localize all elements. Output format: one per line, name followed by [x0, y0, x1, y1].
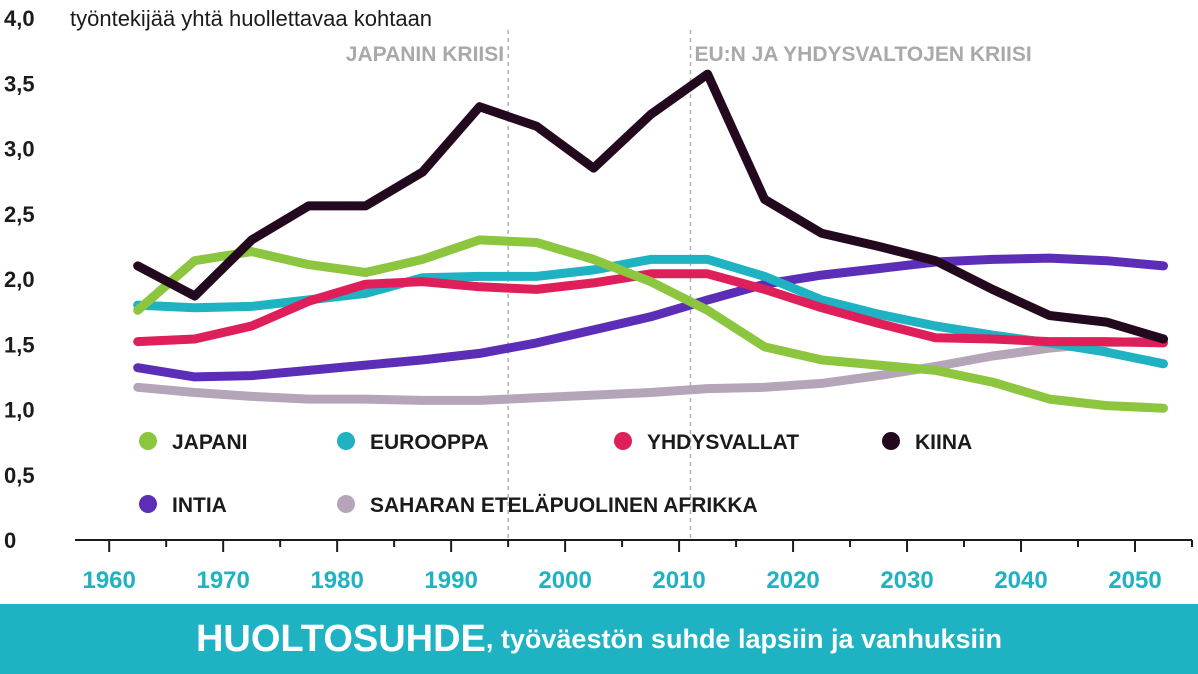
x-tick-label: 1960 [82, 567, 135, 594]
legend-marker [337, 495, 355, 513]
x-tick-label: 2010 [652, 567, 705, 594]
series-layer [133, 69, 1168, 413]
y-tick-label: 3,0 [4, 137, 35, 162]
series-line-yhdysvallat [133, 269, 1168, 348]
chart-subtitle: , työväestön suhde lapsiin ja vanhuksiin [485, 623, 1003, 654]
y-tick-label: 0,5 [4, 463, 35, 488]
legend: JAPANI EUROOPPA YHDYSVALLAT KIINA INTIA SAHAR… [139, 431, 972, 517]
legend-label: INTIA [172, 494, 227, 517]
x-tick-label: 1980 [310, 567, 363, 594]
axes [75, 539, 1193, 552]
series-line-kiina [133, 69, 1168, 344]
legend-marker [614, 432, 632, 450]
legend-marker [882, 432, 900, 450]
x-tick-label: 2020 [766, 567, 819, 594]
y-tick-label: 1,0 [4, 398, 35, 423]
legend-label: KIINA [915, 431, 972, 454]
series-line-intia [133, 253, 1168, 382]
y-tick-label: 0 [4, 528, 16, 553]
series-line-saharan-eteläpuolinen-afrikka [133, 335, 1168, 405]
x-tick-label: 1970 [196, 567, 249, 594]
x-tick-label: 2000 [538, 567, 591, 594]
chart-labels: JAPANIN KRIISI EU:N JA YHDYSVALTOJEN KRII… [4, 6, 1162, 594]
x-tick-label: 1990 [424, 567, 477, 594]
crisis-annotation-1: JAPANIN KRIISI [346, 43, 504, 66]
crisis-annotation-2: EU:N JA YHDYSVALTOJEN KRIISI [694, 43, 1031, 66]
legend-label: JAPANI [172, 431, 247, 454]
y-tick-label: 2,5 [4, 202, 35, 227]
legend-marker [139, 495, 157, 513]
x-tick-label: 2050 [1108, 567, 1161, 594]
x-tick-label: 2030 [880, 567, 933, 594]
y-axis-label: työntekijää yhtä huollettavaa kohtaan [70, 6, 432, 31]
chart-title-banner: HUOLTOSUHDE, työväestön suhde lapsiin ja… [0, 604, 1198, 674]
legend-marker [337, 432, 355, 450]
chart-title: HUOLTOSUHDE [195, 617, 486, 660]
y-tick-label: 4,0 [4, 6, 35, 31]
legend-label: EUROOPPA [370, 431, 489, 454]
y-tick-label: 3,5 [4, 71, 35, 96]
crisis-guides [507, 30, 692, 540]
legend-label: SAHARAN ETELÄPUOLINEN AFRIKKA [370, 494, 758, 517]
x-tick-label: 2040 [994, 567, 1047, 594]
y-tick-label: 1,5 [4, 332, 35, 357]
legend-label: YHDYSVALLAT [647, 431, 799, 454]
chart: JAPANIN KRIISI EU:N JA YHDYSVALTOJEN KRII… [4, 6, 1193, 594]
legend-marker [139, 432, 157, 450]
series-line-japani [133, 235, 1168, 413]
y-tick-label: 2,0 [4, 267, 35, 292]
